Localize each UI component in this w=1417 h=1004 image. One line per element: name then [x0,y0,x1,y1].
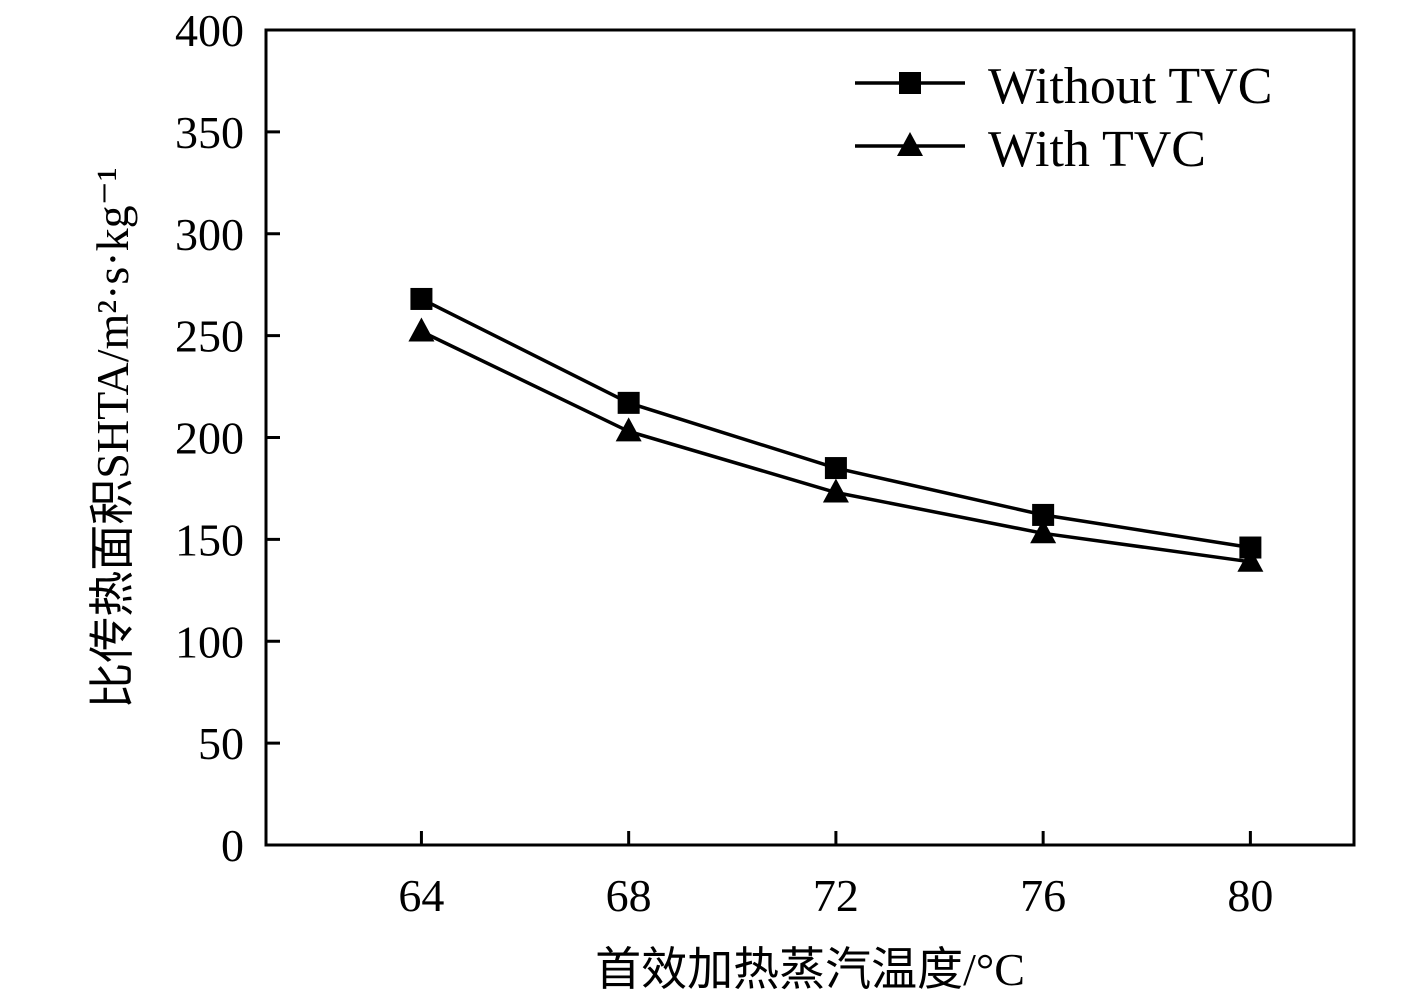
legend-label-without-tvc: Without TVC [988,58,1272,115]
data-point-without-tvc [617,391,640,414]
legend-square-marker [899,72,921,94]
legend-label-with-tvc: With TVC [988,121,1206,178]
data-point-with-tvc [822,478,849,503]
data-point-without-tvc [1239,536,1262,559]
data-point-without-tvc [1032,503,1055,526]
y-tick-label: 250 [175,311,244,362]
x-tick-label: 76 [1020,870,1066,921]
y-tick-label: 300 [175,209,244,260]
data-point-with-tvc [408,317,435,342]
x-tick-label: 80 [1227,870,1273,921]
y-tick-label: 50 [198,718,244,769]
series-layer [408,287,1264,572]
x-axis: 64 68 72 76 80 [398,831,1273,921]
data-point-with-tvc [1237,547,1264,572]
y-tick-label: 350 [175,107,244,158]
y-axis-title: 比传热面积SHTA/m²·s·kg⁻¹ [87,167,138,708]
x-axis-title: 首效加热蒸汽温度/°C [595,944,1025,995]
y-axis: 0 50 100 150 200 250 300 350 400 [175,5,280,871]
legend: Without TVC With TVC [855,58,1272,178]
x-tick-label: 64 [398,870,444,921]
data-point-with-tvc [1030,519,1057,544]
data-point-with-tvc [615,417,642,442]
y-tick-label: 400 [175,5,244,56]
y-tick-label: 150 [175,514,244,565]
y-tick-label: 0 [221,820,244,871]
data-point-without-tvc [410,287,433,310]
legend-triangle-marker [897,132,923,156]
y-tick-label: 100 [175,616,244,667]
x-tick-label: 68 [606,870,652,921]
x-tick-label: 72 [813,870,859,921]
y-tick-label: 200 [175,413,244,464]
series-line-without-tvc [420,297,1251,550]
data-point-without-tvc [824,457,847,480]
